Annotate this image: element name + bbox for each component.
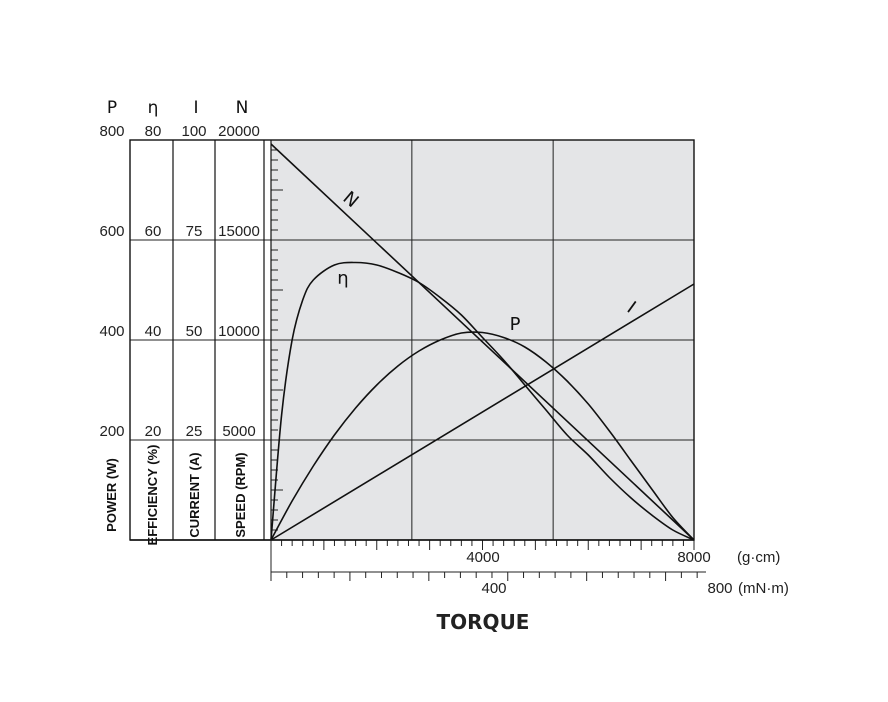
curve-speed [270, 143, 695, 541]
axis-tick-label: 50 [186, 323, 203, 340]
curve-efficiency [270, 261, 695, 541]
x-tick-label-mnm: 800 [707, 580, 732, 597]
axis-tick-label: 25 [186, 423, 203, 440]
axis-tick-label: 100 [181, 123, 206, 140]
axis-symbol-current: I [193, 98, 198, 118]
column-label-power: POWER (W) [104, 458, 119, 532]
axis-symbol-power: P [107, 98, 117, 118]
x-tick-label-gcm: 8000 [677, 549, 710, 566]
curve-power [270, 331, 695, 541]
x-tick-label-gcm: 4000 [466, 549, 499, 566]
axis-tick-label: 600 [99, 223, 124, 240]
curve-current [270, 283, 695, 541]
axis-tick-label: 200 [99, 423, 124, 440]
axis-tick-label: 800 [99, 123, 124, 140]
x-unit-mnm: (mN·m) [738, 580, 789, 597]
axis-symbol-efficiency: η [148, 98, 159, 118]
axis-tick-label: 10000 [218, 323, 260, 340]
column-label-current: CURRENT (A) [187, 452, 202, 537]
axis-tick-label: 15000 [218, 223, 260, 240]
axis-tick-label: 20 [145, 423, 162, 440]
axis-tick-label: 40 [145, 323, 162, 340]
axis-tick-label: 80 [145, 123, 162, 140]
curve-label-efficiency: η [337, 268, 348, 289]
curve-label-power: P [510, 314, 521, 335]
axis-symbol-speed: N [236, 98, 249, 118]
column-label-speed: SPEED (RPM) [233, 452, 248, 537]
axis-tick-label: 400 [99, 323, 124, 340]
axis-tick-label: 60 [145, 223, 162, 240]
x-unit-gcm: (g·cm) [737, 549, 780, 566]
x-axis-title: TORQUE [437, 610, 530, 634]
column-label-efficiency: EFFICIENCY (%) [145, 445, 160, 546]
axis-tick-label: 75 [186, 223, 203, 240]
axis-tick-label: 20000 [218, 123, 260, 140]
axis-tick-label: 5000 [222, 423, 255, 440]
x-tick-label-mnm: 400 [481, 580, 506, 597]
